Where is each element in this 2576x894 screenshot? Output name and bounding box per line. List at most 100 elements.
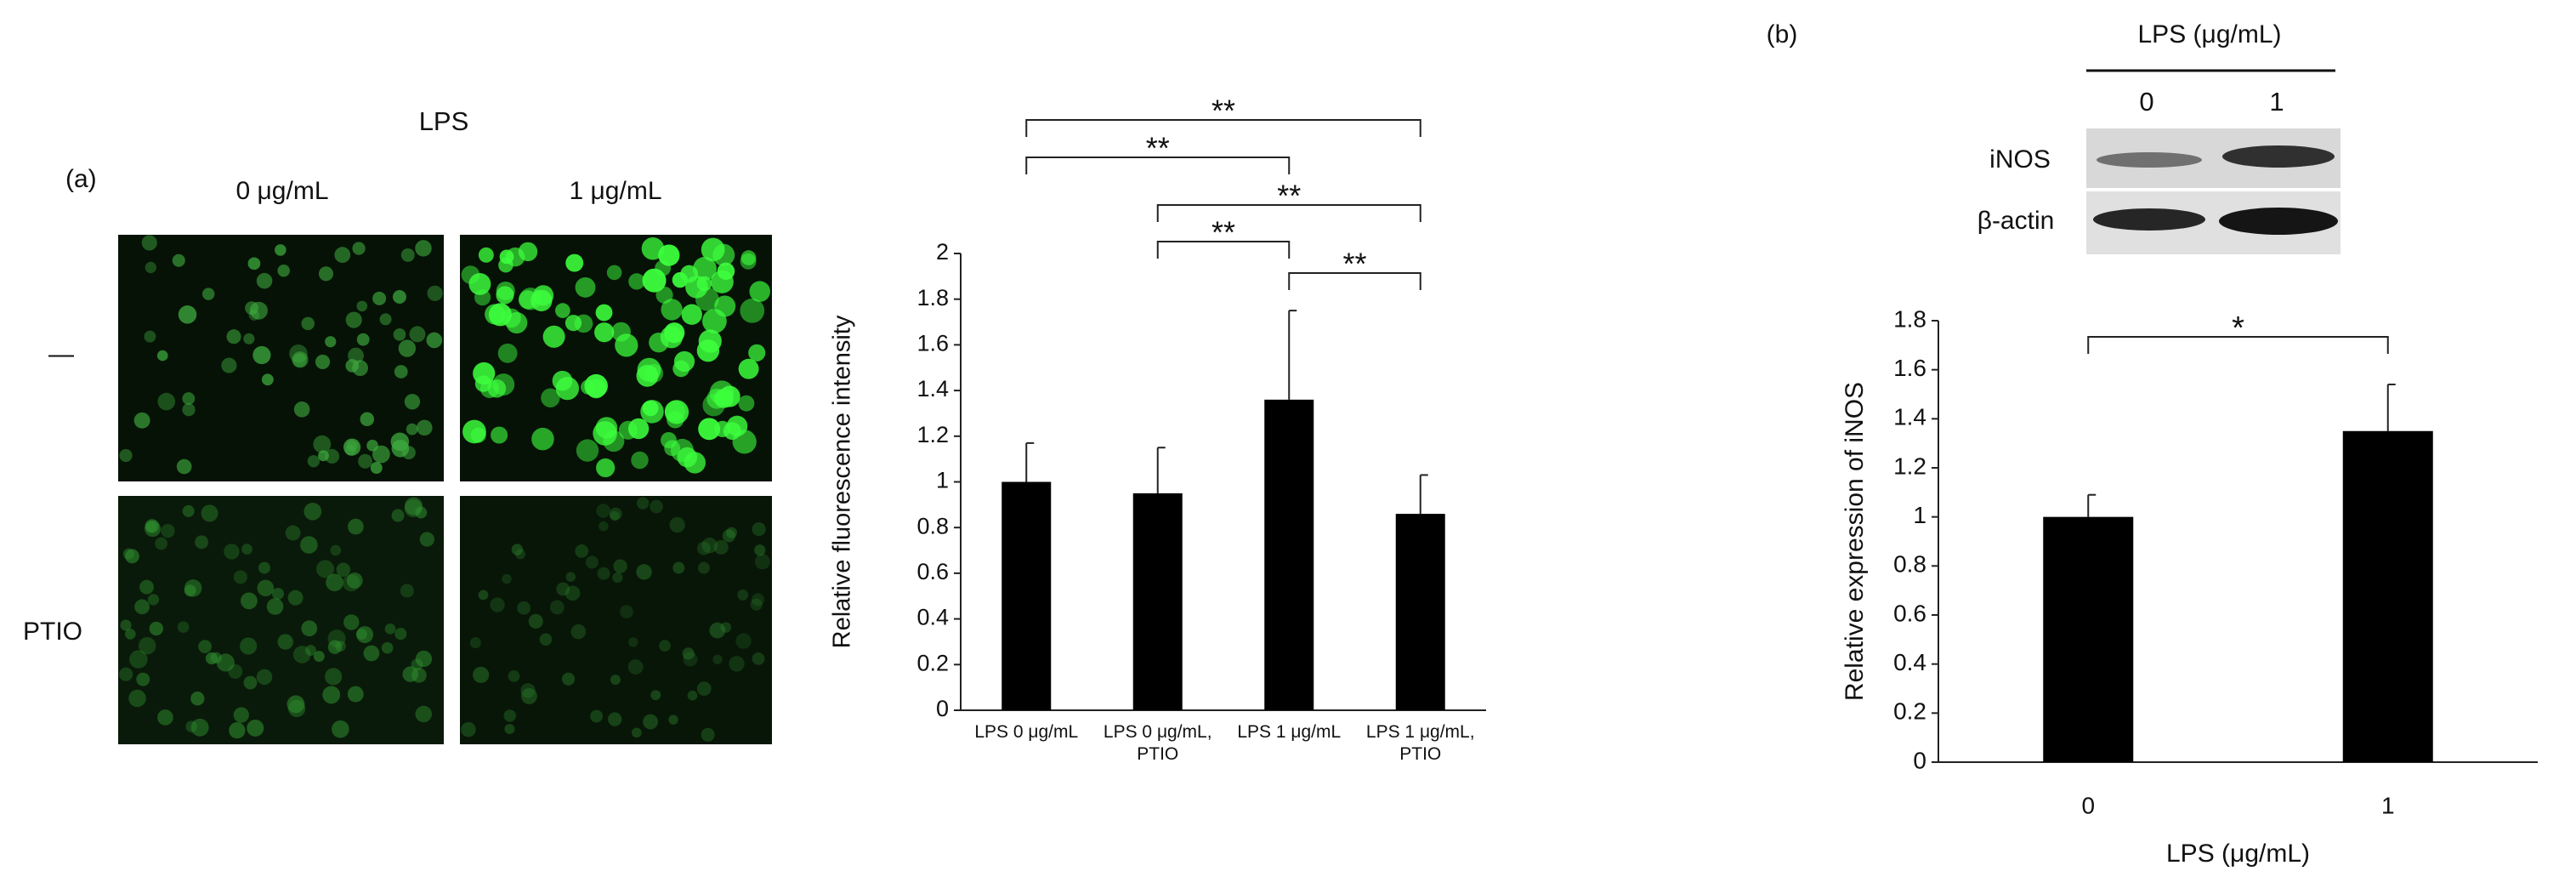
cell bbox=[145, 519, 159, 533]
cell bbox=[258, 561, 270, 574]
cell bbox=[417, 419, 433, 436]
cell bbox=[485, 304, 506, 325]
cell bbox=[722, 529, 735, 543]
cell bbox=[240, 592, 258, 610]
cell bbox=[233, 570, 247, 584]
cell bbox=[502, 573, 512, 584]
cell bbox=[293, 401, 310, 418]
cell bbox=[157, 709, 173, 726]
cell bbox=[118, 667, 133, 681]
cell bbox=[597, 567, 610, 580]
cell bbox=[352, 360, 368, 377]
cell bbox=[628, 637, 638, 647]
cell bbox=[576, 439, 599, 462]
cell bbox=[595, 304, 613, 322]
cell bbox=[473, 362, 496, 385]
cell bbox=[738, 358, 759, 379]
cell bbox=[565, 253, 584, 272]
y-tick-label: 0.2 bbox=[916, 650, 949, 675]
cell bbox=[275, 244, 287, 256]
cell bbox=[415, 650, 433, 668]
bar bbox=[1264, 399, 1314, 710]
cell bbox=[750, 598, 763, 611]
cell bbox=[285, 525, 301, 541]
cell bbox=[182, 403, 196, 417]
cell bbox=[735, 633, 752, 649]
blot-title: LPS (μg/mL) bbox=[2138, 20, 2282, 48]
row-label: — bbox=[48, 340, 74, 368]
cell bbox=[585, 555, 599, 569]
y-axis-label: Relative expression of iNOS bbox=[1841, 382, 1869, 701]
cell bbox=[292, 646, 311, 663]
cell bbox=[243, 333, 255, 345]
cell bbox=[710, 270, 734, 293]
cell bbox=[729, 656, 745, 672]
row-label: PTIO bbox=[23, 618, 82, 646]
cell bbox=[479, 379, 499, 399]
cell bbox=[685, 276, 708, 299]
cell bbox=[398, 339, 417, 357]
cell bbox=[156, 350, 168, 362]
cell bbox=[661, 432, 677, 448]
cell bbox=[229, 722, 246, 739]
cell bbox=[681, 304, 702, 325]
cell bbox=[125, 549, 139, 564]
cell bbox=[360, 412, 375, 427]
x-tick-label: LPS 1 μg/mL bbox=[1237, 722, 1342, 742]
cell bbox=[348, 347, 364, 364]
cell bbox=[120, 619, 132, 631]
error-bar bbox=[1156, 447, 1166, 493]
cell bbox=[334, 247, 351, 264]
cell bbox=[182, 504, 195, 517]
bar bbox=[2342, 430, 2433, 762]
cell bbox=[390, 432, 410, 452]
cell bbox=[541, 388, 560, 407]
cell bbox=[490, 597, 505, 612]
cell bbox=[178, 305, 197, 324]
cell bbox=[256, 272, 273, 289]
cell bbox=[315, 560, 335, 578]
cell bbox=[643, 714, 659, 730]
y-tick-label: 1.4 bbox=[1893, 404, 1926, 430]
cell bbox=[491, 426, 508, 444]
y-tick-label: 1.8 bbox=[916, 285, 949, 310]
cell bbox=[221, 357, 237, 373]
cell bbox=[517, 601, 531, 615]
cell bbox=[549, 600, 565, 615]
cell bbox=[393, 327, 406, 341]
cell bbox=[659, 640, 671, 652]
cell bbox=[754, 554, 770, 570]
cell bbox=[581, 379, 596, 395]
cell bbox=[599, 521, 609, 532]
cell bbox=[631, 451, 649, 470]
cell bbox=[575, 276, 596, 298]
cell bbox=[124, 629, 136, 640]
cell bbox=[596, 504, 610, 518]
cell bbox=[289, 344, 308, 363]
cell bbox=[628, 273, 645, 290]
cell bbox=[336, 562, 351, 577]
cell bbox=[672, 561, 685, 574]
y-tick-label: 1 bbox=[936, 468, 949, 493]
cell bbox=[402, 666, 419, 682]
cell bbox=[702, 309, 727, 333]
error-bar bbox=[2386, 383, 2396, 431]
cell bbox=[752, 652, 765, 665]
cell bbox=[247, 719, 264, 737]
micrograph bbox=[460, 496, 772, 744]
cell bbox=[190, 718, 209, 737]
significance-label: ** bbox=[1211, 215, 1235, 250]
cell bbox=[427, 285, 443, 301]
cell bbox=[644, 363, 664, 383]
cell bbox=[198, 640, 212, 653]
cell bbox=[352, 242, 366, 255]
cell bbox=[240, 637, 258, 655]
cell bbox=[326, 573, 343, 592]
cell bbox=[149, 621, 163, 636]
cell bbox=[343, 614, 360, 630]
significance-label: ** bbox=[1277, 179, 1301, 214]
cell bbox=[520, 683, 536, 698]
cell bbox=[182, 392, 196, 405]
cell bbox=[324, 448, 340, 464]
cell bbox=[141, 235, 157, 251]
